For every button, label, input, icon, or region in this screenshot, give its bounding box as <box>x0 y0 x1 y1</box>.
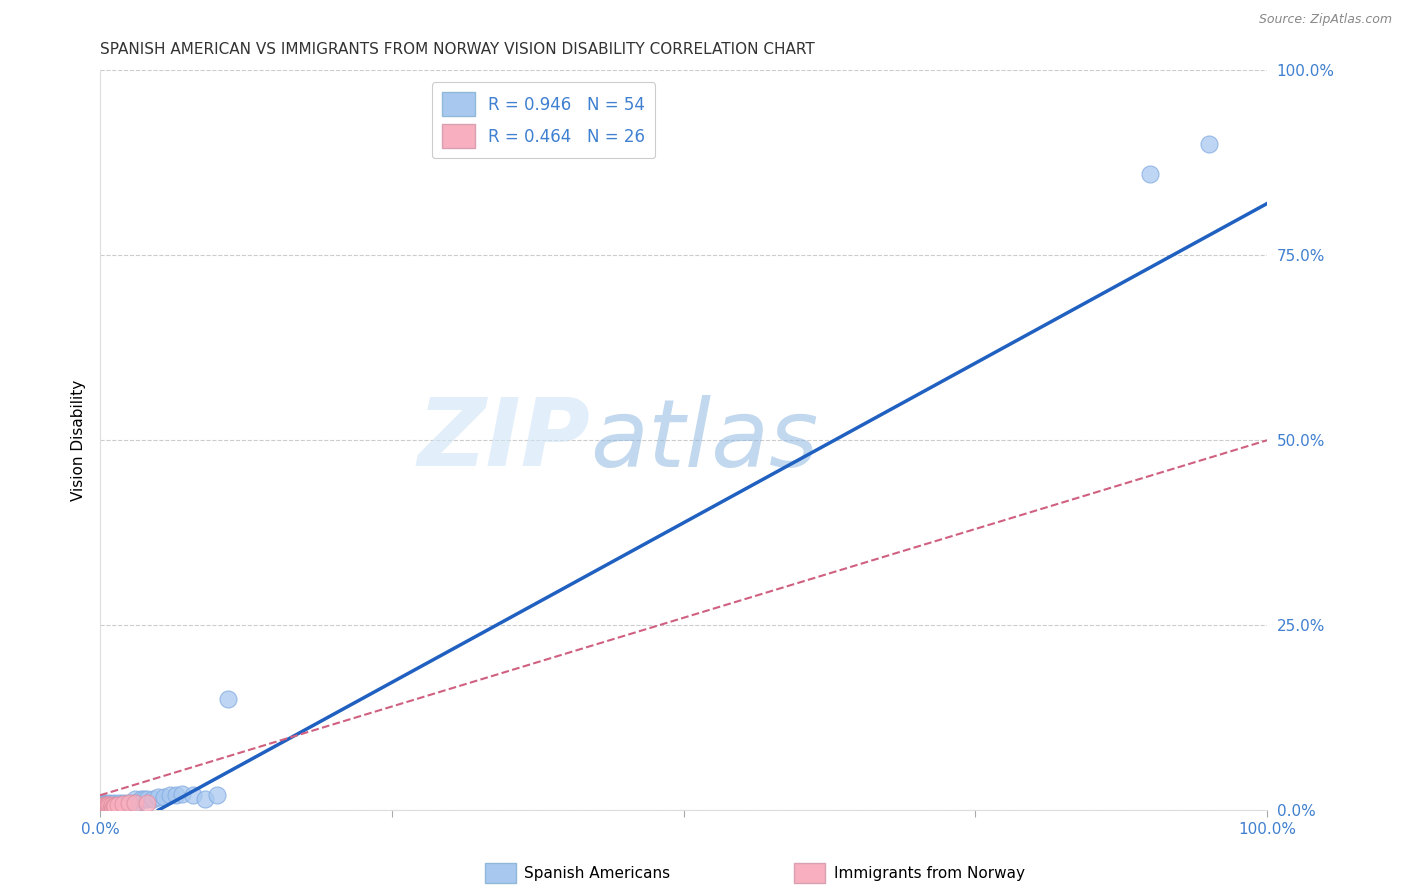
Point <box>1198 137 1220 152</box>
Point <box>96 797 118 812</box>
Point <box>91 801 114 815</box>
Point <box>94 801 117 815</box>
Point <box>111 797 134 811</box>
Point <box>142 792 165 806</box>
Point <box>118 796 141 810</box>
Point <box>112 799 135 814</box>
Point <box>103 796 125 810</box>
Point <box>112 797 135 811</box>
Point <box>91 797 114 811</box>
Point <box>135 792 157 806</box>
Point <box>127 796 149 810</box>
Legend: R = 0.946   N = 54, R = 0.464   N = 26: R = 0.946 N = 54, R = 0.464 N = 26 <box>432 82 655 158</box>
Point <box>97 797 120 812</box>
Point <box>90 801 112 815</box>
Text: Immigrants from Norway: Immigrants from Norway <box>834 866 1025 880</box>
Point <box>153 789 176 804</box>
Point <box>98 799 121 814</box>
Point <box>114 797 136 811</box>
Point <box>104 799 127 814</box>
Point <box>97 799 120 814</box>
Point <box>121 796 143 810</box>
Point <box>101 799 124 814</box>
Point <box>101 797 124 811</box>
Point <box>108 799 131 814</box>
Point <box>118 799 141 814</box>
Point <box>96 801 118 815</box>
Point <box>101 797 124 812</box>
Point <box>107 797 129 812</box>
Point <box>100 799 122 814</box>
Point <box>93 799 115 814</box>
Point <box>194 792 217 806</box>
Point <box>94 801 117 815</box>
Point <box>94 797 117 812</box>
Point <box>94 799 117 814</box>
Point <box>124 796 146 810</box>
Point <box>105 797 128 811</box>
Point <box>93 799 115 814</box>
Point <box>129 792 152 806</box>
Point <box>134 792 156 806</box>
Text: SPANISH AMERICAN VS IMMIGRANTS FROM NORWAY VISION DISABILITY CORRELATION CHART: SPANISH AMERICAN VS IMMIGRANTS FROM NORW… <box>100 42 815 57</box>
Point <box>91 799 114 814</box>
Point <box>96 799 118 814</box>
Point <box>100 801 122 815</box>
Text: atlas: atlas <box>591 395 818 486</box>
Text: Spanish Americans: Spanish Americans <box>524 866 671 880</box>
Point <box>159 789 181 803</box>
Point <box>170 787 193 801</box>
Point <box>94 797 117 811</box>
Point <box>148 789 170 804</box>
Point <box>101 801 124 815</box>
Point <box>93 801 115 815</box>
Point <box>97 797 120 811</box>
Point <box>93 797 115 812</box>
Point <box>101 801 124 815</box>
Point <box>91 799 114 814</box>
Point <box>98 801 121 815</box>
Point <box>107 799 129 814</box>
Point <box>124 792 146 806</box>
Point <box>218 692 240 706</box>
Point <box>97 801 120 815</box>
Point <box>205 789 228 803</box>
Point <box>104 799 127 814</box>
Point <box>165 789 187 803</box>
Text: ZIP: ZIP <box>418 394 591 486</box>
Y-axis label: Vision Disability: Vision Disability <box>72 380 86 501</box>
Point <box>98 796 121 810</box>
Point <box>112 796 135 810</box>
Point <box>101 799 124 814</box>
Point <box>94 799 117 814</box>
Point <box>96 797 118 811</box>
Point <box>114 799 136 814</box>
Point <box>110 799 132 814</box>
Point <box>115 796 138 810</box>
Point <box>103 799 125 814</box>
Point <box>94 797 117 811</box>
Point <box>120 796 142 810</box>
Point <box>103 799 125 814</box>
Point <box>1139 167 1161 181</box>
Text: Source: ZipAtlas.com: Source: ZipAtlas.com <box>1258 13 1392 27</box>
Point <box>98 799 121 814</box>
Point <box>90 799 112 814</box>
Point <box>94 799 117 814</box>
Point <box>107 796 129 810</box>
Point <box>135 796 157 810</box>
Point <box>93 796 115 810</box>
Point <box>183 789 205 803</box>
